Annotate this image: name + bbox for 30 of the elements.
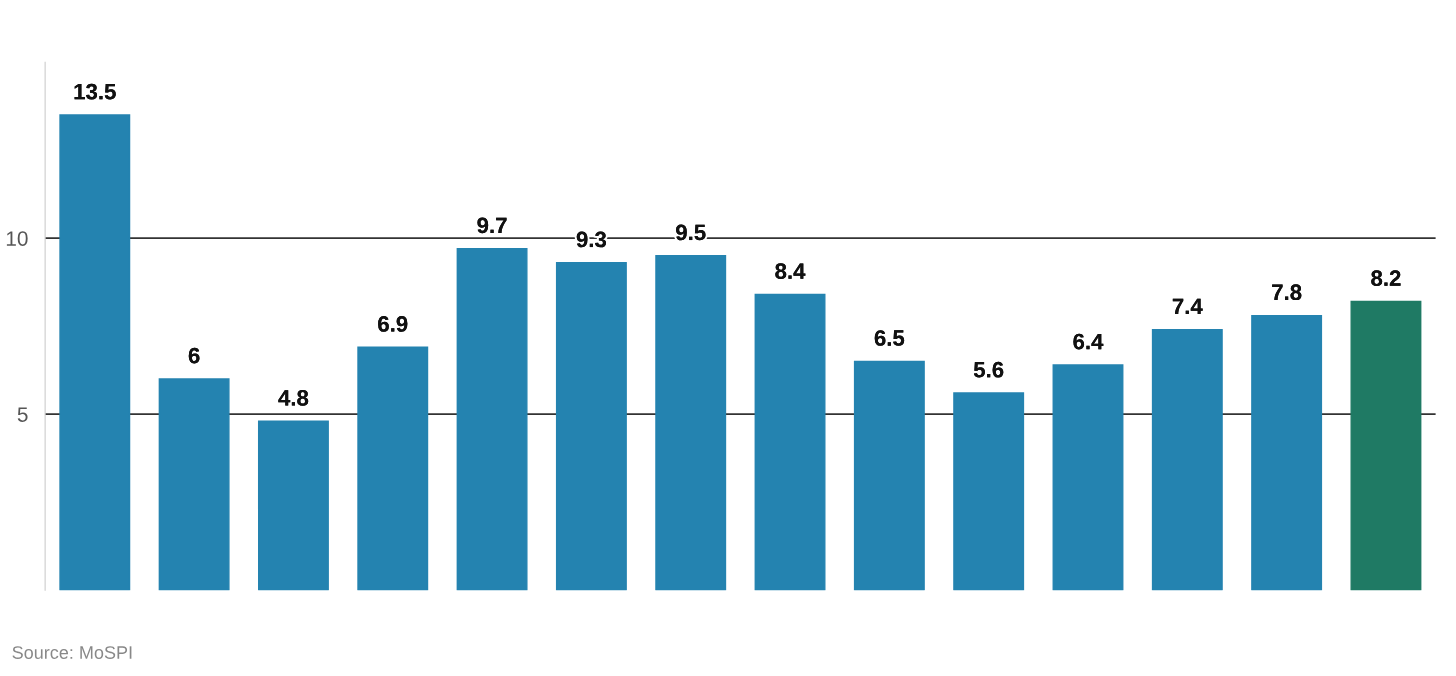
data-label: 6.4 [1073, 333, 1104, 350]
data-label: 4.8 [278, 389, 309, 406]
data-label: 8.2 [1371, 270, 1401, 287]
bar [158, 378, 230, 591]
bar [1052, 364, 1124, 591]
data-label: 8.4 [775, 263, 806, 279]
bar [257, 420, 329, 591]
data-label: 9.7 [477, 217, 507, 234]
data-label: 6.9 [378, 316, 408, 332]
bar [555, 262, 627, 591]
data-label: 13.5 [74, 83, 116, 100]
bar [1350, 300, 1422, 591]
bar [1151, 328, 1223, 591]
bar [456, 248, 528, 591]
bar [59, 114, 131, 591]
bar [953, 392, 1025, 591]
bar [853, 360, 925, 591]
bar [1251, 314, 1323, 591]
data-label: 7.4 [1172, 298, 1203, 314]
y-tick-label: 5 [17, 407, 28, 422]
bar [357, 346, 429, 591]
bar [754, 293, 826, 591]
data-label: 7.8 [1272, 284, 1302, 301]
y-tick-label: 10 [6, 231, 28, 246]
data-label: 6 [188, 347, 200, 364]
bar [655, 255, 727, 591]
source-note: Source: MoSPI [12, 646, 132, 659]
data-label: 9.5 [676, 224, 706, 241]
data-label: 6.5 [874, 330, 905, 346]
data-label: 5.6 [973, 361, 1004, 378]
